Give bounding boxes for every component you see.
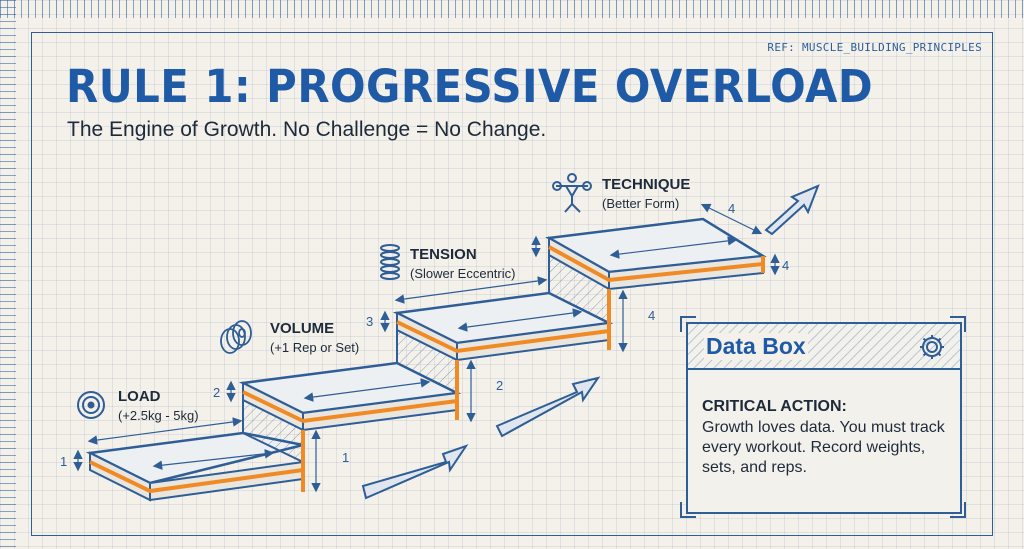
step-tension-detail: (Slower Eccentric) — [410, 266, 515, 281]
page-subtitle: The Engine of Growth. No Challenge = No … — [67, 118, 547, 141]
step-1-height-label: 1 — [60, 454, 67, 469]
reference-label: REF: MUSCLE_BUILDING_PRINCIPLES — [767, 41, 982, 54]
databox-corner — [680, 502, 696, 518]
step-2-accent — [242, 390, 458, 424]
data-box-body: Growth loves data. You must track every … — [702, 419, 945, 476]
data-box: Data Box CRITICAL ACTION: Growth loves d… — [686, 322, 962, 514]
step-load-detail: (+2.5kg - 5kg) — [118, 408, 199, 423]
step-volume — [238, 361, 462, 492]
step-3-height-label: 3 — [366, 314, 373, 329]
growth-arrow-3 — [764, 184, 820, 236]
growth-arrow-2 — [495, 376, 601, 438]
databox-corner — [950, 316, 966, 332]
growth-arrows — [361, 184, 820, 500]
step-2-height-label: 2 — [213, 385, 220, 400]
riser-3-label: 4 — [648, 308, 655, 323]
step-tension-name: TENSION — [410, 246, 477, 263]
databox-corner — [680, 316, 696, 332]
step-technique-detail: (Better Form) — [602, 196, 679, 211]
gear-icon — [920, 335, 944, 359]
step-volume-detail: (+1 Rep or Set) — [270, 340, 359, 355]
step-4-depth-label: 4 — [728, 201, 735, 216]
step-1-accent — [89, 460, 304, 494]
step-4-height-label: 4 — [782, 258, 789, 273]
data-box-title: Data Box — [704, 333, 808, 360]
databox-corner — [950, 502, 966, 518]
riser-2-label: 2 — [496, 378, 503, 393]
blueprint-frame — [31, 32, 993, 536]
step-load-name: LOAD — [118, 388, 161, 405]
step-technique — [545, 203, 767, 350]
step-tension — [392, 276, 614, 420]
plate-stack-icon — [220, 320, 252, 354]
dimension-markers: 1 2 3 4 4 1 2 4 — [60, 201, 789, 493]
step-volume-name: VOLUME — [270, 320, 334, 337]
step-technique-name: TECHNIQUE — [602, 176, 690, 193]
step-3-accent — [396, 320, 610, 354]
data-box-heading: CRITICAL ACTION: — [702, 398, 847, 415]
left-ruler — [0, 0, 16, 549]
growth-arrow-1 — [361, 444, 469, 500]
spring-icon — [380, 244, 400, 280]
step-4-accent — [548, 245, 764, 283]
riser-1-label: 1 — [342, 450, 349, 465]
lifter-icon — [552, 173, 592, 213]
weight-plate-icon — [77, 391, 105, 419]
data-box-header: Data Box — [688, 324, 960, 370]
page-title: RULE 1: PROGRESSIVE OVERLOAD — [66, 60, 874, 113]
top-ruler — [0, 0, 1024, 18]
